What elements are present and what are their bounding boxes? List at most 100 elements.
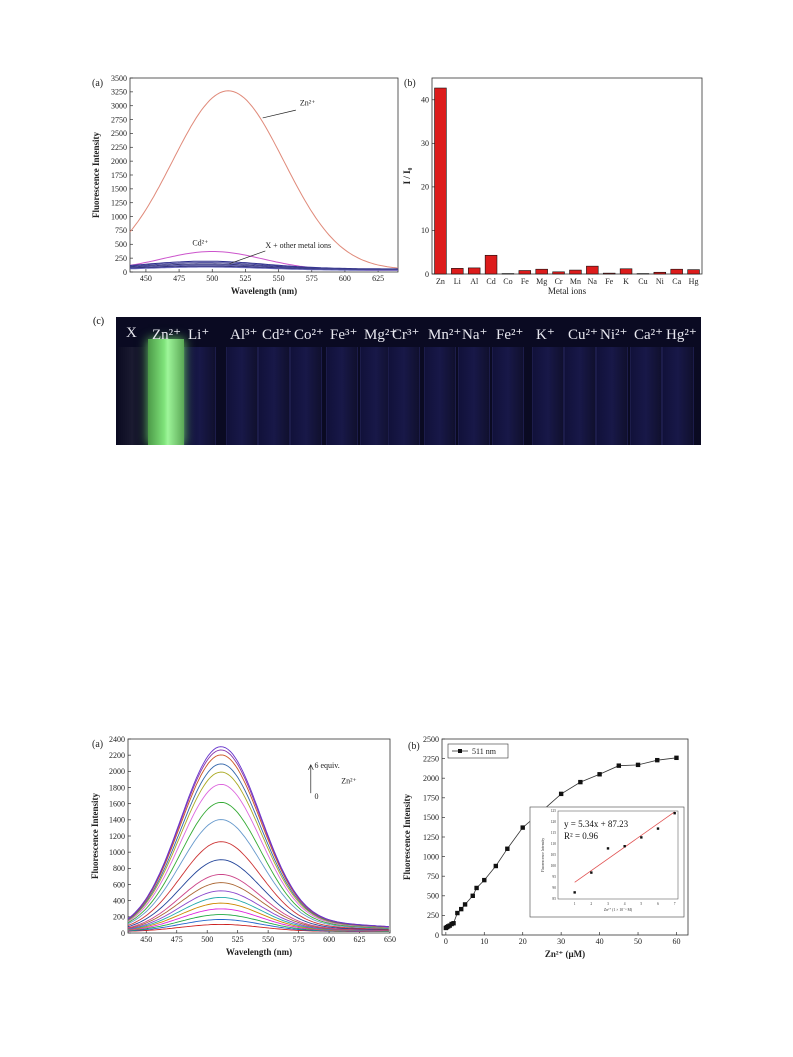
vial-label: Cu²⁺ <box>568 327 598 343</box>
titration-spectrum-line <box>127 859 389 931</box>
inset-y-tick-label: 95 <box>552 875 556 879</box>
data-point <box>482 877 487 883</box>
data-point <box>459 906 464 912</box>
chart-e-y-tick-label: 750 <box>427 872 439 881</box>
inset-r2: R² = 0.96 <box>564 831 599 841</box>
chart-a-y-tick-label: 750 <box>115 226 127 235</box>
vial-label: X <box>126 325 137 341</box>
chart-a-x-tick-label: 500 <box>206 274 218 283</box>
chart-e-x-tick-label: 60 <box>672 937 680 946</box>
vial-label: Fe²⁺ <box>496 327 524 343</box>
chart-a-y-tick-label: 500 <box>115 240 127 249</box>
chart-e-y-tick-label: 2500 <box>423 735 439 744</box>
chart-a-y-tick-label: 3500 <box>111 74 127 83</box>
titration-spectrum-line <box>127 801 389 929</box>
chart-d-x-tick-label: 575 <box>293 935 305 944</box>
chart-a-y-tick-label: 3250 <box>111 88 127 97</box>
titration-spectrum-line <box>127 819 389 930</box>
vial-label: Ca²⁺ <box>634 327 664 343</box>
panel-label-e: (b) <box>408 741 420 752</box>
bar-category-label: Al <box>470 277 479 286</box>
inset-x-tick-label: 1 <box>574 902 576 906</box>
annotation-zero: 0 <box>314 792 318 801</box>
data-point <box>493 863 499 869</box>
bar-li <box>451 268 464 275</box>
chart-d-y-tick-label: 1200 <box>109 832 125 841</box>
chart-b-y-tick-label: 20 <box>421 183 429 192</box>
vial-label: Li⁺ <box>188 327 210 343</box>
vial-label: Na⁺ <box>462 327 488 343</box>
vial-photo: X Zn²⁺ Li⁺ Al³⁺ Cd²⁺ Co²⁺ Fe³⁺ Mg²⁺ Cr³⁺ Mn²⁺ Na⁺ F… <box>116 317 701 445</box>
vial <box>492 347 524 445</box>
data-point <box>470 893 475 898</box>
bar-category-label: K <box>623 277 629 286</box>
bar-mn <box>569 269 582 275</box>
chart-a-x-tick-label: 625 <box>372 274 384 283</box>
bar-cd <box>484 254 498 275</box>
inset-y-tick-label: 100 <box>551 864 557 868</box>
annotation-zn-arrow <box>262 109 296 119</box>
chart-spectra-metals: (a) 450 475 500 525 550 575 600 625 0 250 500 750 100… <box>91 74 399 296</box>
chart-e-y-axis-label: Fluorescence Intensity <box>402 793 412 880</box>
vial <box>532 347 564 445</box>
data-point <box>635 762 641 768</box>
titration-spectrum-line <box>127 771 389 928</box>
chart-a-y-axis-label: Fluorescence Intensity <box>91 131 101 218</box>
inset-y-tick-label: 125 <box>551 809 557 813</box>
chart-e-x-axis-label: Zn²⁺ (μM) <box>545 949 585 959</box>
chart-a-y-tick-label: 2250 <box>111 143 127 152</box>
inset-data-point <box>656 827 660 830</box>
legend-label: 511 nm <box>472 747 497 756</box>
bar-na <box>586 265 599 275</box>
chart-e-y-tick-label: 1500 <box>423 813 439 822</box>
chart-a-plot-frame <box>129 77 399 273</box>
chart-e-x-tick-label: 40 <box>596 937 604 946</box>
spectrum-line <box>129 90 399 269</box>
chart-e-y-tick-label: 2250 <box>423 754 439 763</box>
chart-d-y-tick-label: 800 <box>113 864 125 873</box>
vial <box>184 347 216 445</box>
inset-x-tick-label: 5 <box>640 902 642 906</box>
chart-d-y-tick-label: 400 <box>113 896 125 905</box>
data-point <box>451 921 456 926</box>
inset-data-point <box>640 836 643 839</box>
annotation-other: X + other metal ions <box>265 241 331 250</box>
chart-b-y-tick-label: 10 <box>421 226 429 235</box>
chart-d-x-tick-label: 550 <box>262 935 274 944</box>
panel-label-c: (c) <box>93 316 105 327</box>
chart-a-x-axis-label: Wavelength (nm) <box>231 286 297 296</box>
data-point <box>616 763 622 768</box>
inset-data-point <box>590 871 593 874</box>
data-point <box>455 910 460 916</box>
chart-d-x-axis-label: Wavelength (nm) <box>226 947 292 957</box>
inset-data-point <box>573 891 576 894</box>
chart-e-y-tick-label: 250 <box>427 911 439 920</box>
bar-cr <box>552 271 565 275</box>
vial-label: Zn²⁺ <box>152 327 182 343</box>
bar-fe <box>602 272 616 275</box>
bar-ni <box>653 271 667 275</box>
chart-d-y-tick-label: 1600 <box>109 799 125 808</box>
chart-d-x-tick-label: 500 <box>201 935 213 944</box>
panel-label-a: (a) <box>92 78 103 89</box>
bar-category-label: Co <box>503 277 512 286</box>
chart-e-x-tick-label: 20 <box>519 937 527 946</box>
bar-category-label: Mn <box>570 277 581 286</box>
data-point <box>674 755 679 761</box>
chart-a-x-tick-label: 600 <box>339 274 351 283</box>
vial-label: Ni²⁺ <box>600 327 628 343</box>
chart-a-y-tick-label: 1750 <box>111 171 127 180</box>
chart-d-y-tick-label: 0 <box>121 929 125 938</box>
vial <box>226 347 258 445</box>
chart-b-y-tick-label: 30 <box>421 139 429 148</box>
chart-a-x-tick-label: 475 <box>173 274 185 283</box>
inset-y-tick-label: 120 <box>551 820 557 824</box>
chart-e-y-tick-label: 1750 <box>423 794 439 803</box>
inset-y-axis-label: Fluorescence Intensity <box>541 838 545 872</box>
chart-e-x-tick-label: 50 <box>634 937 642 946</box>
vial-label: Mn²⁺ <box>428 327 462 343</box>
chart-d-y-axis-label: Fluorescence Intensity <box>90 792 100 879</box>
inset-y-tick-label: 115 <box>551 831 556 835</box>
vial-label: Mg²⁺ <box>364 327 398 343</box>
chart-e-y-tick-label: 1250 <box>423 833 439 842</box>
